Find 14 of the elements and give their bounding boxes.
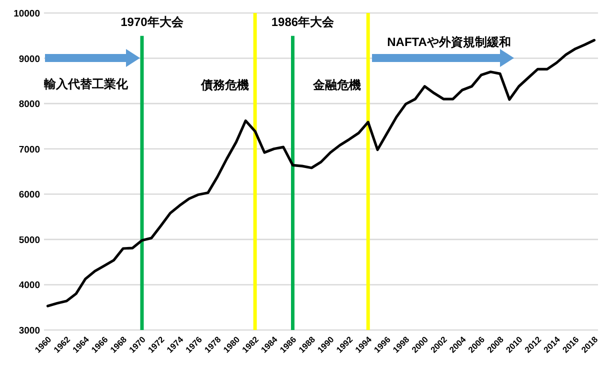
y-tick-label: 6000 bbox=[18, 190, 40, 201]
y-tick-label: 10000 bbox=[14, 8, 40, 20]
annotation: NAFTAや外資規制緩和 bbox=[387, 35, 511, 49]
y-tick-label: 7000 bbox=[18, 144, 40, 156]
annotation: 輸入代替工業化 bbox=[43, 77, 129, 91]
ref-line-label: 1986年大会 bbox=[271, 15, 336, 29]
annotation: 金融危機 bbox=[312, 78, 361, 92]
y-tick-label: 3000 bbox=[18, 326, 40, 336]
annotation: 債務危機 bbox=[200, 78, 249, 92]
y-tick-label: 5000 bbox=[18, 234, 40, 246]
ref-line-label: 1970年大会 bbox=[120, 15, 184, 29]
y-tick-label: 8000 bbox=[18, 99, 40, 110]
y-tick-label: 4000 bbox=[18, 280, 40, 292]
y-tick-label: 9000 bbox=[18, 54, 40, 65]
